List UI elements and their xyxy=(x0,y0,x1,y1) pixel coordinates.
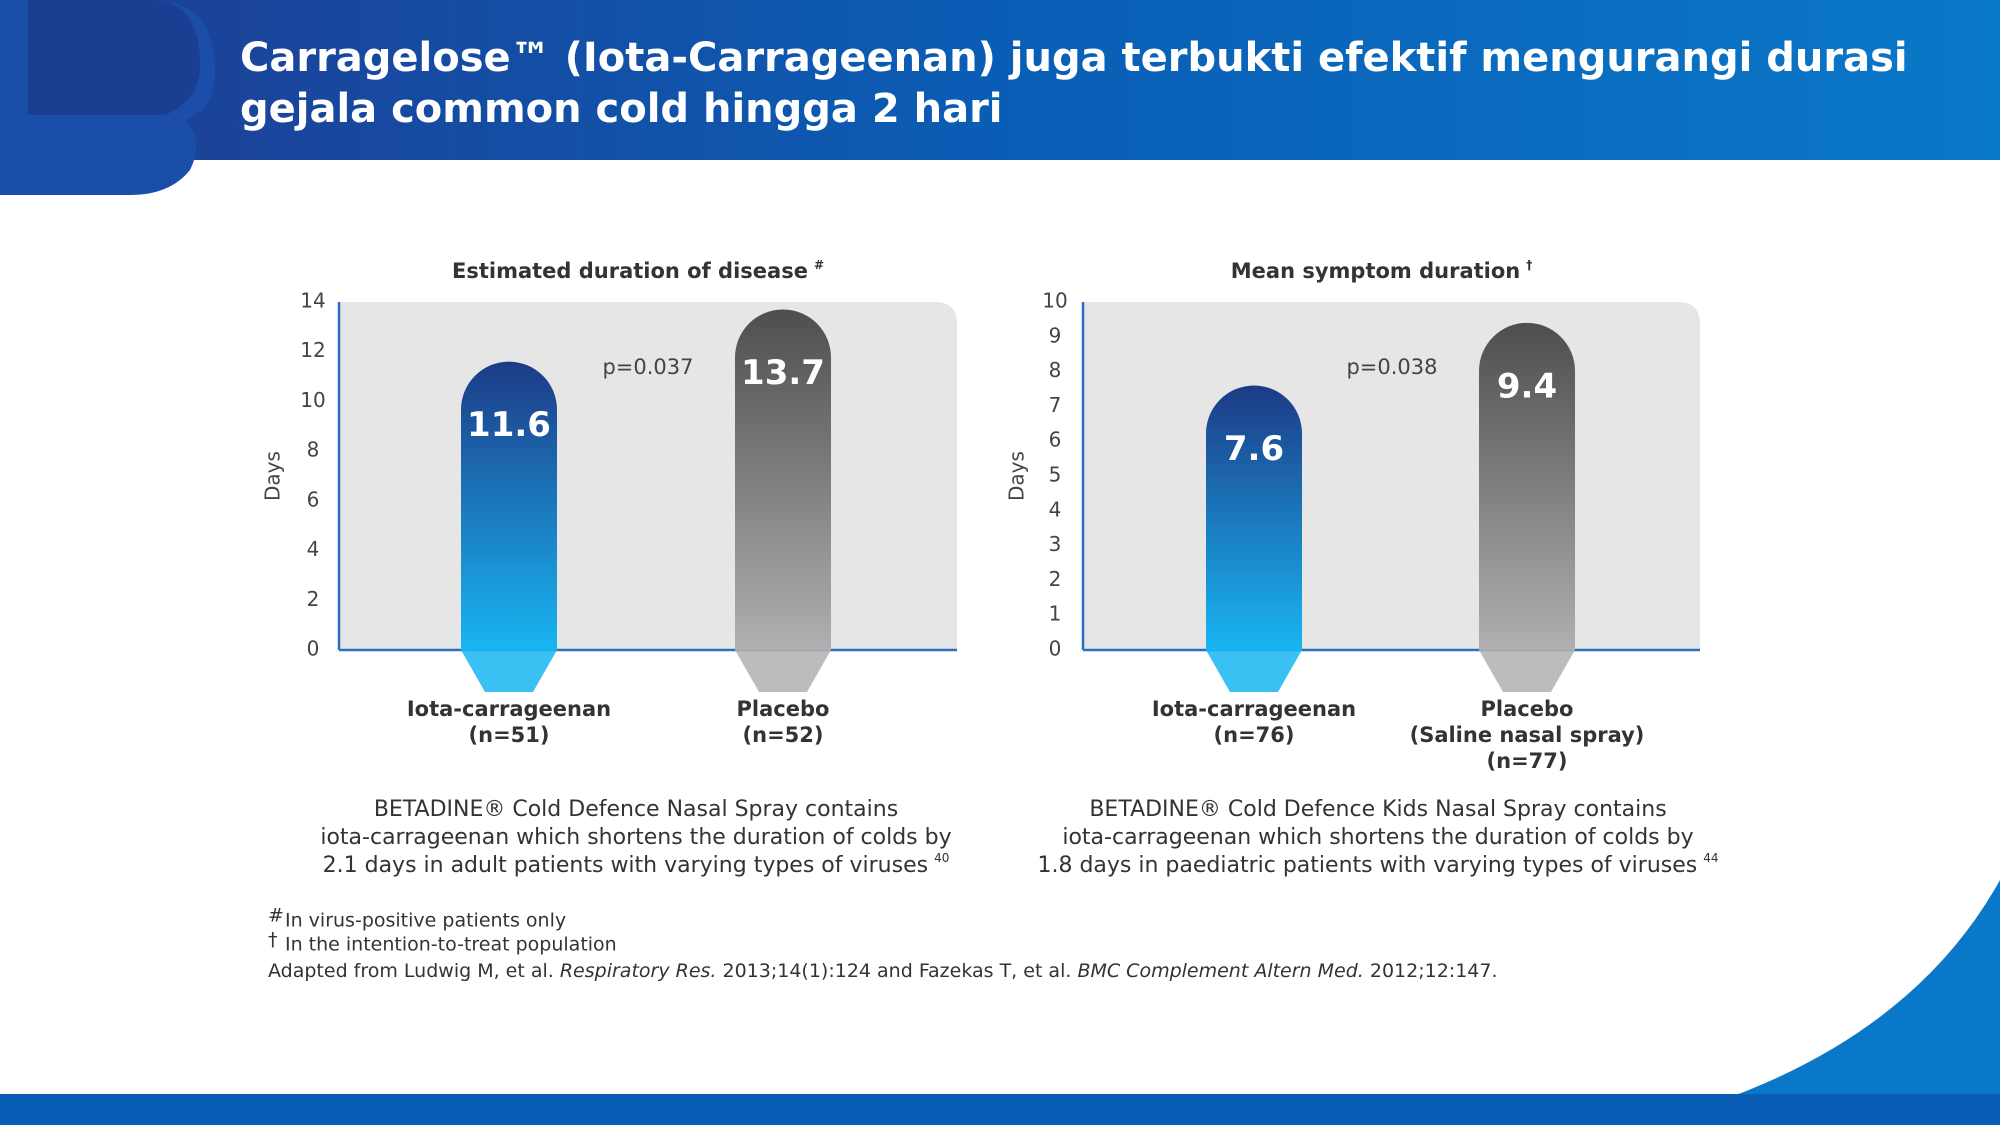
value-label: 11.6 xyxy=(467,405,551,445)
bar-pointer xyxy=(1479,650,1575,692)
x-tick-label: Placebo xyxy=(737,697,830,721)
y-axis-label: Days xyxy=(261,451,285,501)
footnote-mark: † xyxy=(268,929,278,951)
caption-text: 2.1 days in adult patients with varying … xyxy=(323,853,928,878)
y-tick-label: 4 xyxy=(1049,497,1062,521)
bar-pointer xyxy=(735,650,831,692)
y-tick-label: 12 xyxy=(300,338,325,362)
value-label: 9.4 xyxy=(1497,366,1557,406)
y-axis-label: Days xyxy=(1005,451,1029,501)
caption-text: iota-carrageenan which shortens the dura… xyxy=(320,825,951,850)
bar xyxy=(735,309,831,650)
caption: 2.1 days in adult patients with varying … xyxy=(323,851,950,879)
y-tick-label: 8 xyxy=(1049,358,1062,382)
p-value: p=0.038 xyxy=(1346,355,1437,379)
value-label: 7.6 xyxy=(1224,429,1284,469)
header-band xyxy=(0,0,2000,160)
chart-title-mark: # xyxy=(814,258,824,272)
x-tick-label: Iota-carrageenan xyxy=(1152,697,1356,721)
caption: BETADINE® Cold Defence Kids Nasal Spray … xyxy=(1089,797,1666,822)
y-tick-label: 0 xyxy=(1049,637,1062,661)
y-tick-label: 2 xyxy=(307,587,320,611)
y-tick-label: 5 xyxy=(1049,463,1062,487)
x-tick-label: Iota-carrageenan xyxy=(407,697,611,721)
caption-text: BETADINE® Cold Defence Nasal Spray conta… xyxy=(374,797,898,822)
slide-title: Carragelose™ (Iota-Carrageenan) juga ter… xyxy=(240,35,1908,81)
bar-pointer xyxy=(1206,650,1302,692)
p-value: p=0.037 xyxy=(602,355,693,379)
x-tick-label: (n=52) xyxy=(743,723,824,747)
y-tick-label: 6 xyxy=(307,487,320,511)
y-tick-label: 0 xyxy=(307,637,320,661)
bar xyxy=(1206,385,1302,650)
y-tick-label: 4 xyxy=(307,537,320,561)
logo-part xyxy=(28,0,200,115)
source: Adapted from Ludwig M, et al. Respirator… xyxy=(268,960,1498,982)
bar xyxy=(461,361,557,650)
caption: iota-carrageenan which shortens the dura… xyxy=(320,825,951,850)
y-tick-label: 7 xyxy=(1049,393,1062,417)
y-tick-label: 8 xyxy=(307,438,320,462)
footnote: In the intention-to-treat population xyxy=(285,934,617,956)
chart-title-text: Mean symptom duration xyxy=(1231,259,1520,283)
caption: iota-carrageenan which shortens the dura… xyxy=(1062,825,1693,850)
source-part: 2012;12:147. xyxy=(1364,960,1498,982)
bar-pointer xyxy=(461,650,557,692)
y-tick-label: 1 xyxy=(1049,602,1062,626)
y-tick-label: 2 xyxy=(1049,567,1062,591)
x-tick-label: Placebo xyxy=(1481,697,1574,721)
chart-title-mark: † xyxy=(1526,258,1532,272)
value-label: 13.7 xyxy=(741,353,825,393)
source-part: BMC Complement Altern Med. xyxy=(1077,960,1363,982)
caption: BETADINE® Cold Defence Nasal Spray conta… xyxy=(374,797,898,822)
chart-title-text: Estimated duration of disease xyxy=(452,259,808,283)
chart-title: Mean symptom duration † xyxy=(1231,258,1532,284)
corner-swoosh xyxy=(1640,880,2000,1125)
x-tick-label: (Saline nasal spray) xyxy=(1410,723,1645,747)
caption-text: 1.8 days in paediatric patients with var… xyxy=(1037,853,1697,878)
x-tick-label: (n=77) xyxy=(1487,749,1568,773)
source-part: 2013;14(1):124 and Fazekas T, et al. xyxy=(716,960,1077,982)
footer-band xyxy=(0,1094,2000,1125)
source-part: Respiratory Res. xyxy=(560,960,717,982)
caption-text: BETADINE® Cold Defence Kids Nasal Spray … xyxy=(1089,797,1666,822)
y-tick-label: 3 xyxy=(1049,532,1062,556)
footnote-mark: # xyxy=(268,905,284,927)
source-part: Adapted from Ludwig M, et al. xyxy=(268,960,560,982)
y-tick-label: 10 xyxy=(300,388,325,412)
chart-title: Estimated duration of disease # xyxy=(452,258,824,284)
slide-title: gejala common cold hingga 2 hari xyxy=(240,86,1003,132)
y-tick-label: 6 xyxy=(1049,428,1062,452)
y-tick-label: 14 xyxy=(300,289,325,313)
x-tick-label: (n=51) xyxy=(469,723,550,747)
y-tick-label: 10 xyxy=(1042,289,1067,313)
caption: 1.8 days in paediatric patients with var… xyxy=(1037,851,1718,879)
x-tick-label: (n=76) xyxy=(1214,723,1295,747)
caption-ref: 40 xyxy=(934,851,949,865)
caption-text: iota-carrageenan which shortens the dura… xyxy=(1062,825,1693,850)
footnote: In virus-positive patients only xyxy=(285,910,566,932)
y-tick-label: 9 xyxy=(1049,323,1062,347)
caption-ref: 44 xyxy=(1703,851,1718,865)
bar xyxy=(1479,322,1575,650)
